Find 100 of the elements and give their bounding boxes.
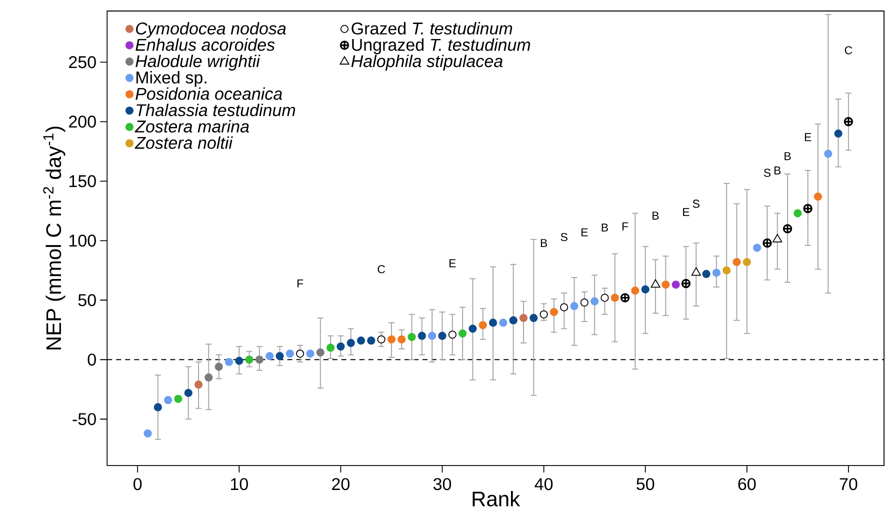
point bbox=[509, 316, 518, 325]
point bbox=[286, 350, 294, 358]
point bbox=[214, 362, 223, 372]
point bbox=[266, 352, 274, 360]
x-tick-label: 50 bbox=[636, 478, 654, 490]
legend-label: Ungrazed T. testudinum bbox=[352, 38, 530, 54]
point bbox=[164, 396, 172, 404]
annotation: F bbox=[622, 222, 628, 231]
point bbox=[245, 356, 254, 364]
point bbox=[204, 374, 213, 382]
point bbox=[824, 150, 832, 158]
point bbox=[346, 339, 355, 348]
point bbox=[316, 348, 324, 357]
legend-label: Mixed sp. bbox=[136, 71, 206, 88]
y-tick-label: 50 bbox=[78, 294, 96, 306]
point bbox=[772, 234, 782, 243]
point bbox=[641, 286, 650, 294]
point bbox=[662, 280, 670, 289]
point bbox=[194, 380, 203, 389]
point bbox=[438, 332, 446, 340]
annotation: F bbox=[298, 280, 304, 288]
point bbox=[448, 330, 456, 339]
point bbox=[336, 342, 345, 351]
point bbox=[732, 258, 741, 266]
legend-label: Cymodocea nodosa bbox=[136, 22, 286, 38]
point bbox=[672, 280, 680, 289]
legend-label: Zostera noltii bbox=[134, 136, 233, 150]
x-axis-title: Rank bbox=[472, 491, 520, 507]
y-axis-title: NEP (mmol C m$^{-2}$ day$^{-1}$) bbox=[43, 126, 66, 350]
point bbox=[184, 389, 192, 398]
x-tick-label: 20 bbox=[332, 478, 350, 490]
y-tick-label: 250 bbox=[69, 56, 96, 68]
y-tick-label: 100 bbox=[69, 234, 96, 247]
point bbox=[530, 314, 538, 322]
annotation: B bbox=[540, 239, 548, 248]
annotation: B bbox=[602, 224, 608, 232]
annotation: B bbox=[652, 212, 659, 220]
y-tick-label: 0 bbox=[88, 354, 96, 366]
point bbox=[794, 209, 802, 218]
point bbox=[590, 297, 599, 306]
annotation: E bbox=[804, 133, 812, 142]
point bbox=[580, 298, 588, 307]
point bbox=[428, 332, 436, 340]
y-tick-label: 150 bbox=[69, 175, 96, 188]
point bbox=[650, 279, 660, 288]
legend-label: Thalassia testudinum bbox=[136, 104, 296, 116]
point bbox=[550, 308, 558, 316]
point bbox=[224, 358, 234, 366]
point bbox=[306, 350, 314, 358]
annotation: S bbox=[692, 200, 700, 208]
point bbox=[499, 318, 508, 327]
point bbox=[387, 336, 396, 344]
annotation: S bbox=[764, 168, 771, 178]
legend-label: Halodule wrightii bbox=[136, 54, 260, 71]
point bbox=[296, 350, 304, 358]
point bbox=[408, 333, 416, 342]
annotation: B bbox=[774, 166, 781, 175]
point bbox=[631, 286, 640, 295]
x-tick-label: 70 bbox=[840, 478, 858, 490]
point bbox=[377, 336, 386, 344]
x-tick-label: 40 bbox=[534, 478, 553, 490]
x-tick-label: 30 bbox=[433, 478, 452, 490]
point bbox=[154, 403, 162, 412]
point bbox=[478, 321, 487, 330]
point bbox=[356, 336, 366, 345]
y-tick-label: 200 bbox=[69, 116, 96, 128]
annotation: E bbox=[683, 208, 690, 216]
annotation: E bbox=[582, 228, 588, 236]
point bbox=[144, 430, 152, 438]
point bbox=[255, 356, 264, 364]
legend-label: Grazed T. testudinum bbox=[352, 22, 512, 35]
point bbox=[712, 268, 720, 278]
point bbox=[468, 324, 477, 333]
x-tick-label: 60 bbox=[738, 478, 756, 490]
point bbox=[722, 266, 731, 275]
point bbox=[600, 294, 609, 302]
point bbox=[610, 294, 619, 302]
point bbox=[326, 344, 335, 352]
point bbox=[742, 258, 751, 266]
x-tick-label: 0 bbox=[134, 478, 142, 490]
y-tick-label: -50 bbox=[72, 413, 96, 426]
point bbox=[276, 352, 284, 360]
point bbox=[367, 336, 376, 345]
point bbox=[519, 314, 528, 322]
annotation: C bbox=[378, 265, 386, 274]
point bbox=[702, 270, 710, 278]
annotation: E bbox=[450, 259, 456, 268]
point bbox=[418, 332, 426, 340]
point bbox=[488, 318, 498, 327]
legend-label: Zostera marina bbox=[134, 120, 249, 133]
point bbox=[753, 244, 762, 252]
point bbox=[691, 268, 701, 276]
point bbox=[540, 310, 548, 319]
point bbox=[834, 130, 842, 138]
point bbox=[458, 330, 467, 338]
annotation: S bbox=[560, 233, 568, 242]
point bbox=[174, 395, 182, 404]
annotation: C bbox=[844, 46, 852, 55]
legend-label: Halophila stipulacea bbox=[351, 54, 503, 71]
annotation: B bbox=[784, 152, 791, 160]
